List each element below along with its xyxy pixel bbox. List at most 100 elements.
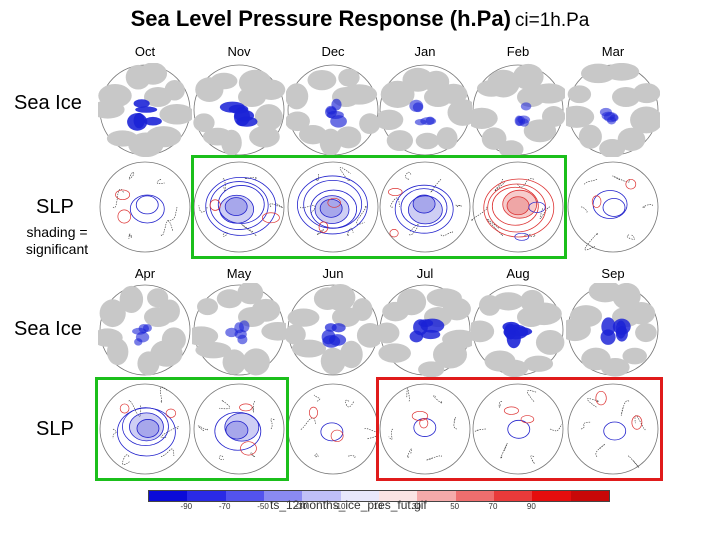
coastline (530, 455, 535, 465)
sea-ice-map-panel (378, 283, 472, 377)
coastline (527, 390, 537, 402)
land-mass (192, 326, 219, 346)
pressure-contour (327, 197, 341, 208)
coastline (440, 231, 453, 237)
land-mass (630, 106, 660, 134)
colorbar-swatch (340, 491, 379, 501)
ice-loss-patch (330, 115, 347, 128)
coastline (112, 188, 124, 209)
sea-ice-map-panel (98, 63, 192, 157)
land-mass (566, 105, 595, 128)
pressure-contour (240, 441, 257, 456)
coastline (430, 179, 442, 193)
land-mass (378, 322, 400, 344)
pressure-contour (591, 195, 602, 208)
ice-loss-patch (234, 322, 245, 334)
land-mass (415, 132, 440, 150)
greenland (517, 87, 545, 107)
map-boundary (99, 383, 191, 475)
coastline (313, 394, 321, 402)
coastline (620, 400, 630, 416)
month-label-may: May (226, 266, 252, 281)
land-mass (567, 85, 592, 104)
coastline (539, 206, 551, 220)
pressure-contour (394, 184, 454, 234)
land-mass (436, 127, 458, 150)
pressure-contour (412, 194, 436, 214)
colorbar-tick-label: 50 (450, 502, 460, 511)
sea-ice-map-panel (286, 63, 380, 157)
ice-loss-patch (601, 317, 616, 336)
coastline (517, 178, 535, 188)
map-boundary (472, 383, 564, 475)
colorbar-tick-label: 10 (373, 502, 383, 511)
land-mass (99, 299, 126, 328)
pressure-contour (388, 188, 403, 197)
colorbar-tick-label: -70 (218, 502, 231, 511)
month-label-jun: Jun (322, 266, 344, 281)
ice-loss-patch (606, 116, 617, 125)
month-label-apr: Apr (134, 266, 156, 281)
polar-map (378, 284, 472, 377)
land-mass (324, 284, 356, 311)
coastline (345, 399, 354, 408)
ice-loss-patch (413, 319, 428, 336)
row-label-sea-ice-top: Sea Ice (14, 92, 82, 114)
coastline (498, 400, 503, 408)
ice-loss-patch (612, 318, 631, 335)
pressure-contour (116, 407, 176, 457)
land-mass (291, 339, 327, 358)
polar-map (286, 284, 380, 376)
ice-loss-patch (142, 324, 152, 332)
land-mass (98, 84, 132, 108)
ice-loss-patch (237, 334, 248, 345)
greenland (424, 87, 452, 107)
ice-loss-patch (324, 323, 337, 332)
land-mass (447, 99, 472, 126)
land-mass (581, 347, 611, 371)
greenland (238, 87, 266, 107)
polar-map (192, 283, 286, 376)
colorbar-swatch (302, 491, 341, 501)
land-mass (287, 308, 320, 327)
land-mass (599, 138, 626, 157)
pressure-contour (205, 177, 277, 236)
polar-map (193, 64, 286, 156)
pressure-contour (503, 406, 519, 415)
ice-loss-patch (133, 99, 150, 108)
significance-note-line2: significant (25, 241, 89, 257)
land-mass (512, 63, 544, 90)
polar-map (471, 284, 565, 377)
ice-loss-patch (132, 327, 147, 335)
land-mass (356, 323, 380, 348)
polar-map (567, 161, 659, 253)
pressure-contour (129, 412, 164, 442)
coastline (408, 223, 419, 236)
colorbar-swatch (532, 491, 571, 501)
sea-ice-map-panel (471, 63, 565, 157)
land-mass (569, 305, 603, 328)
month-label-mar: Mar (601, 44, 625, 59)
polar-map (378, 64, 472, 156)
coastline (269, 203, 284, 209)
coastline (580, 206, 588, 213)
polar-map (193, 161, 285, 253)
coastline (218, 455, 224, 460)
ice-loss-patch (236, 116, 258, 127)
coastline (584, 179, 598, 186)
polar-map (99, 383, 191, 475)
slp-map-panel (98, 160, 192, 254)
land-mass (237, 283, 264, 305)
sea-ice-map-panel (192, 283, 286, 377)
slp-map-panel (192, 382, 286, 476)
land-mass (137, 351, 160, 376)
slp-map-panel (378, 160, 472, 254)
land-mass (617, 127, 646, 151)
colorbar-swatch (378, 491, 418, 501)
coastline (160, 220, 174, 237)
coastline (471, 206, 488, 221)
pressure-contour (528, 201, 546, 213)
land-mass (432, 340, 467, 369)
pressure-contour (135, 195, 159, 215)
pressure-contour (224, 197, 248, 217)
